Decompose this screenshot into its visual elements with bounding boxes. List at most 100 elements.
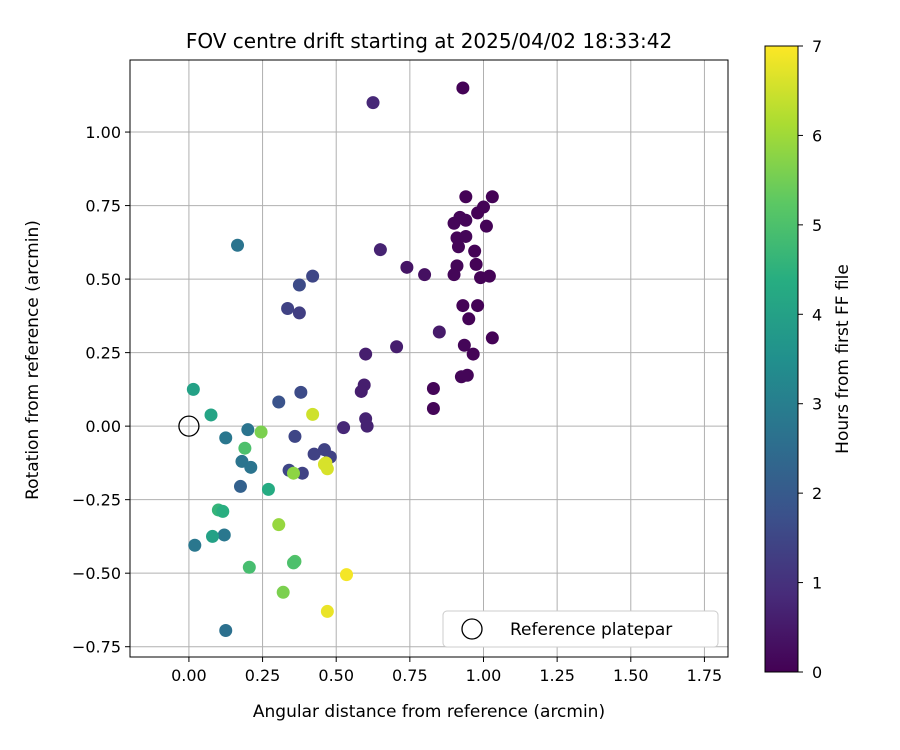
y-tick-label: 0.00 [85,417,121,436]
x-axis-label: Angular distance from reference (arcmin) [253,702,605,722]
scatter-point [366,96,380,110]
scatter-point [456,299,470,313]
y-tick-label: −0.25 [72,491,121,510]
x-tick-label: 1.75 [687,666,723,685]
colorbar-tick-label: 2 [812,484,822,503]
scatter-point [451,240,465,254]
scatter-point [306,407,320,421]
scatter-point [292,306,306,320]
y-tick-label: −0.50 [72,564,121,583]
x-axis-ticks: 0.00 0.25 0.50 0.75 1.00 1.25 1.50 1.75 [171,657,722,685]
scatter-point [354,384,368,398]
colorbar-tick-label: 4 [812,305,822,324]
scatter-point [457,338,471,352]
colorbar-tick-label: 3 [812,395,822,414]
scatter-point [320,604,334,618]
chart-title: FOV centre drift starting at 2025/04/02 … [186,29,672,53]
colorbar-tick-label: 1 [812,574,822,593]
scatter-point [272,395,286,409]
colorbar-tick-label: 5 [812,216,822,235]
scatter-point [460,368,474,382]
scatter-point [337,421,351,435]
scatter-point [373,243,387,257]
scatter-point [261,482,275,496]
y-axis-ticks: −0.75 −0.50 −0.25 0.00 0.25 0.50 0.75 1.00 [72,123,130,657]
legend-box [442,610,719,648]
scatter-point [359,347,373,361]
y-tick-label: −0.75 [72,638,121,657]
scatter-point [205,529,219,543]
scatter-point [294,385,308,399]
scatter-point [468,244,482,258]
scatter-point [482,269,496,283]
scatter-point [485,190,499,204]
scatter-point [233,479,247,493]
legend-marker-reference [461,618,483,640]
colorbar-tick-label: 0 [812,663,822,682]
scatter-point [216,504,230,518]
legend-label-reference: Reference platepar [510,620,672,640]
x-tick-label: 0.75 [392,666,428,685]
scatter-point [292,278,306,292]
scatter-point [306,269,320,283]
scatter-point [219,431,233,445]
scatter-point [456,81,470,95]
y-axis-label: Rotation from reference (arcmin) [23,220,43,500]
x-tick-label: 0.50 [318,666,354,685]
y-tick-label: 0.75 [85,197,121,216]
scatter-point [276,585,290,599]
scatter-point [485,331,499,345]
scatter-point [400,260,414,274]
scatter-point [241,423,255,437]
x-tick-label: 1.50 [613,666,649,685]
scatter-point [459,213,473,227]
x-tick-label: 0.25 [245,666,281,685]
colorbar [764,45,799,673]
scatter-point [217,528,231,542]
x-tick-label: 0.00 [171,666,207,685]
scatter-point [242,560,256,574]
scatter-point [340,568,354,582]
scatter-point [186,382,200,396]
scatter-point [219,624,233,638]
y-tick-label: 0.25 [85,344,121,363]
colorbar-tick-label: 6 [812,126,822,145]
legend: Reference platepar [442,610,719,648]
scatter-point [204,408,218,422]
scatter-point [479,219,493,233]
scatter-point [432,325,446,339]
x-tick-label: 1.00 [466,666,502,685]
scatter-point [459,190,473,204]
scatter-point [281,302,295,316]
scatter-point [390,340,404,354]
scatter-point [466,347,480,361]
scatter-point [471,206,485,220]
scatter-point [459,229,473,243]
colorbar-ticks: 0 1 2 3 4 5 6 7 [798,37,822,682]
reference-platepar-marker [178,415,200,437]
plot-frame [129,59,729,658]
colorbar-label: Hours from first FF file [833,264,853,454]
scatter-point [360,419,374,433]
scatter-point [286,466,300,480]
colorbar-tick-label: 7 [812,37,822,56]
scatter-point [288,429,302,443]
scatter-point [320,462,334,476]
scatter-point [238,441,252,455]
plot-grid [130,60,728,657]
scatter-point [426,381,440,395]
scatter-point [231,238,245,252]
scatter-point [418,268,432,282]
scatter-point [244,460,258,474]
scatter-point [286,556,300,570]
scatter-point [447,268,461,282]
scatter-point [272,518,286,532]
x-tick-label: 1.25 [539,666,575,685]
scatter-points [178,81,499,638]
scatter-point [426,401,440,415]
scatter-point [254,425,268,439]
scatter-point [462,312,476,326]
scatter-point [307,447,321,461]
scatter-point [469,257,483,271]
